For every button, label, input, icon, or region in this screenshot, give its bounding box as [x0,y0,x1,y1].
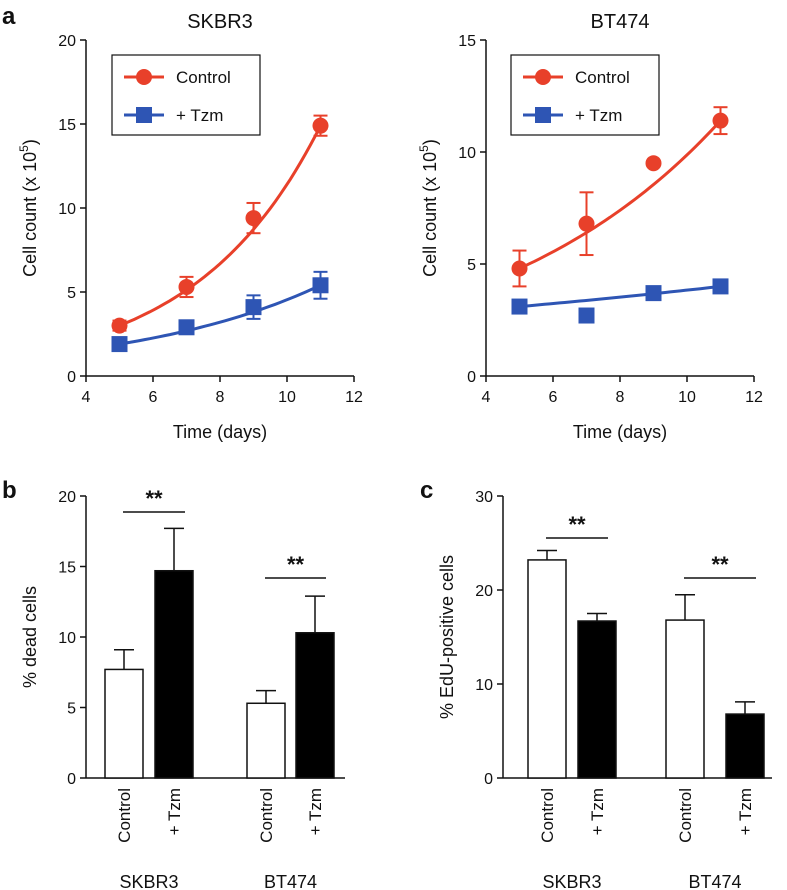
fit-line-control [518,119,722,270]
bar-category-label: + Tzm [306,788,325,835]
x-axis-label: Time (days) [573,422,667,442]
data-point-tzm [245,299,262,316]
significance-marker: ** [145,486,163,511]
data-point-control [245,210,262,227]
y-tick-label: 20 [58,489,76,506]
legend-marker-tzm [136,107,152,123]
data-point-control [312,117,329,134]
significance-marker: ** [711,552,729,577]
y-tick-label: 10 [58,630,76,647]
y-axis-label: Cell count (x 105) [17,139,40,277]
y-tick-label: 0 [467,369,476,386]
x-tick-label: 4 [482,389,491,406]
x-axis-label: Time (days) [173,422,267,442]
bar-category-label: Control [257,788,276,843]
group-label-bt474: BT474 [264,872,317,890]
bar-skbr3-control [527,559,567,779]
data-point-tzm [511,298,528,315]
fit-line-tzm [519,284,721,309]
bar-category-label: + Tzm [588,788,607,835]
chart-title: BT474 [591,11,650,33]
bar-category-label: Control [115,788,134,843]
bar-skbr3-tzm [577,620,617,779]
bar-skbr3-tzm [154,569,194,779]
data-point-control [111,317,128,334]
y-axis-label: % EdU-positive cells [437,555,457,719]
chart-title: SKBR3 [187,11,253,33]
bar-bt474-tzm [295,632,335,779]
significance-marker: ** [568,512,586,537]
bar-category-label: + Tzm [165,788,184,835]
bar-category-label: Control [538,788,557,843]
panel-label-b: b [2,477,17,504]
x-tick-label: 12 [345,389,363,406]
x-tick-label: 4 [82,389,91,406]
y-tick-label: 15 [458,33,476,50]
y-tick-label: 15 [58,117,76,134]
panel-label-c: c [420,477,433,504]
y-tick-label: 0 [67,771,76,788]
fit-line-control [118,125,322,327]
x-tick-label: 8 [216,389,225,406]
chart-dead-cells: 0 5 10 15 20 % dead cells Control + Tzm SKBR3 ** C… [20,486,345,890]
data-point-tzm [578,307,595,324]
legend-marker-control [535,69,551,85]
y-tick-label: 10 [475,677,493,694]
x-tick-label: 10 [278,389,296,406]
data-point-tzm [312,277,329,294]
legend-marker-control [136,69,152,85]
data-point-tzm [645,285,662,302]
x-tick-label: 8 [616,389,625,406]
x-tick-label: 10 [678,389,696,406]
data-point-control [178,278,195,295]
y-tick-label: 30 [475,489,493,506]
y-axis-label: Cell count (x 105) [417,139,440,277]
y-axis-label: % dead cells [20,586,40,688]
legend-label: + Tzm [575,106,622,125]
bar-bt474-tzm [725,713,765,779]
significance-marker: ** [287,552,305,577]
y-tick-label: 5 [67,285,76,302]
bar-category-label: Control [676,788,695,843]
x-tick-label: 6 [549,389,558,406]
data-point-control [578,215,595,232]
data-point-control [645,155,662,172]
fit-line-tzm [119,283,322,346]
y-tick-label: 5 [67,701,76,718]
data-point-tzm [178,319,195,336]
bar-bt474-control [246,702,286,779]
bar-bt474-control [665,619,705,779]
y-tick-label: 5 [467,257,476,274]
y-tick-label: 20 [475,583,493,600]
legend-label: Control [176,68,231,87]
y-tick-label: 10 [458,145,476,162]
y-tick-label: 15 [58,560,76,577]
legend-label: Control [575,68,630,87]
y-tick-label: 10 [58,201,76,218]
chart-skbr3-growth: SKBR3 0 5 10 15 20 4 6 8 10 12 Time (days) Cell coun… [17,11,363,442]
bar-skbr3-control [104,668,144,779]
x-tick-label: 12 [745,389,763,406]
y-tick-label: 0 [67,369,76,386]
group-label-bt474: BT474 [688,872,741,890]
chart-edu-positive: 0 10 20 30 % EdU-positive cells Control + Tzm S… [437,489,772,890]
legend-label: + Tzm [176,106,223,125]
data-point-tzm [712,278,729,295]
panel-label-a: a [2,3,16,30]
data-point-control [511,260,528,277]
group-label-skbr3: SKBR3 [542,872,601,890]
data-point-control [712,112,729,129]
group-label-skbr3: SKBR3 [119,872,178,890]
bar-category-label: + Tzm [736,788,755,835]
chart-bt474-growth: BT474 0 5 10 15 4 6 8 10 12 Time (days) Cell count … [417,11,763,442]
x-tick-label: 6 [149,389,158,406]
data-point-tzm [111,336,128,353]
y-tick-label: 0 [484,771,493,788]
legend-marker-tzm [535,107,551,123]
y-tick-label: 20 [58,33,76,50]
